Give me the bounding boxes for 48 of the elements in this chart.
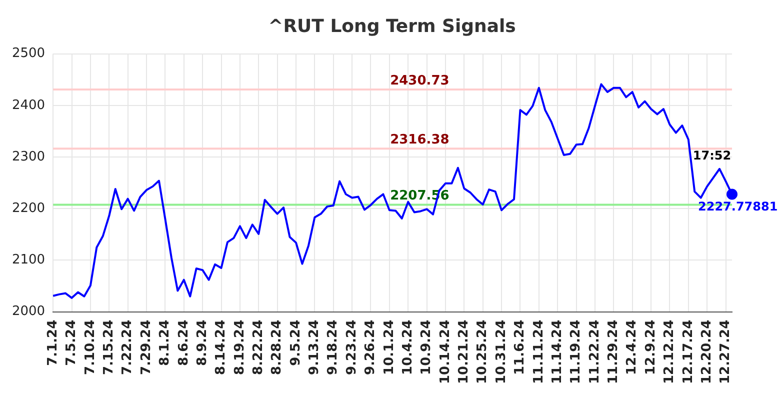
x-tick-label: 7.22.24 bbox=[120, 320, 136, 375]
x-tick-label: 11.19.24 bbox=[568, 320, 584, 384]
x-tick-label: 10.21.24 bbox=[456, 320, 472, 384]
y-tick-label: 2000 bbox=[12, 304, 46, 320]
x-tick-label: 7.1.24 bbox=[45, 320, 60, 366]
x-tick-label: 12.17.24 bbox=[680, 320, 696, 384]
annotation: 17:52 bbox=[692, 148, 732, 162]
x-tick-label: 12.4.24 bbox=[624, 320, 640, 375]
x-tick-label: 11.6.24 bbox=[512, 320, 528, 375]
x-tick-label: 8.9.24 bbox=[194, 320, 210, 366]
x-tick-label: 10.4.24 bbox=[400, 320, 416, 375]
x-tick-label: 9.13.24 bbox=[307, 320, 322, 375]
ref-line-label: 2316.38 bbox=[390, 132, 450, 148]
chart-title: ^RUT Long Term Signals bbox=[267, 16, 517, 38]
y-tick-label: 2100 bbox=[12, 252, 46, 268]
x-tick-label: 11.14.24 bbox=[550, 320, 565, 384]
x-tick-label: 10.31.24 bbox=[494, 320, 509, 384]
data-label: 2227.77881 bbox=[698, 199, 778, 214]
x-tick-label: 8.19.24 bbox=[232, 320, 248, 375]
x-tick-label: 9.26.24 bbox=[363, 320, 378, 375]
x-tick-label: 11.11.24 bbox=[531, 320, 546, 384]
x-tick-label: 11.29.24 bbox=[606, 320, 622, 384]
x-tick-label: 9.18.24 bbox=[326, 320, 341, 375]
y-tick-label: 2500 bbox=[12, 46, 46, 62]
y-tick-label: 2200 bbox=[12, 201, 46, 216]
y-tick-label: 2400 bbox=[12, 98, 46, 113]
x-tick-label: 12.20.24 bbox=[699, 320, 714, 384]
y-tick-label: 2300 bbox=[12, 149, 46, 164]
x-tick-label: 8.14.24 bbox=[214, 320, 229, 375]
x-tick-label: 9.5.24 bbox=[288, 320, 304, 366]
x-tick-label: 12.9.24 bbox=[643, 320, 658, 375]
x-tick-label: 8.6.24 bbox=[176, 320, 192, 366]
x-tick-label: 10.1.24 bbox=[382, 320, 397, 375]
x-tick-label: 9.23.24 bbox=[344, 320, 360, 375]
x-tick-label: 8.1.24 bbox=[158, 320, 173, 366]
x-tick-label: 7.5.24 bbox=[64, 320, 80, 366]
x-tick-label: 7.15.24 bbox=[102, 320, 117, 375]
x-tick-label: 7.29.24 bbox=[138, 320, 154, 375]
x-tick-label: 8.28.24 bbox=[270, 320, 285, 375]
x-tick-label: 12.27.24 bbox=[718, 320, 734, 384]
ref-line-label: 2430.73 bbox=[390, 73, 450, 88]
x-tick-label: 7.10.24 bbox=[82, 320, 98, 375]
x-tick-label: 10.25.24 bbox=[475, 320, 490, 384]
x-tick-label: 8.22.24 bbox=[251, 320, 266, 375]
x-tick-label: 11.22.24 bbox=[587, 320, 602, 384]
x-tick-label: 10.14.24 bbox=[438, 320, 453, 384]
x-tick-label: 10.9.24 bbox=[419, 320, 434, 375]
x-tick-label: 12.12.24 bbox=[662, 320, 678, 384]
